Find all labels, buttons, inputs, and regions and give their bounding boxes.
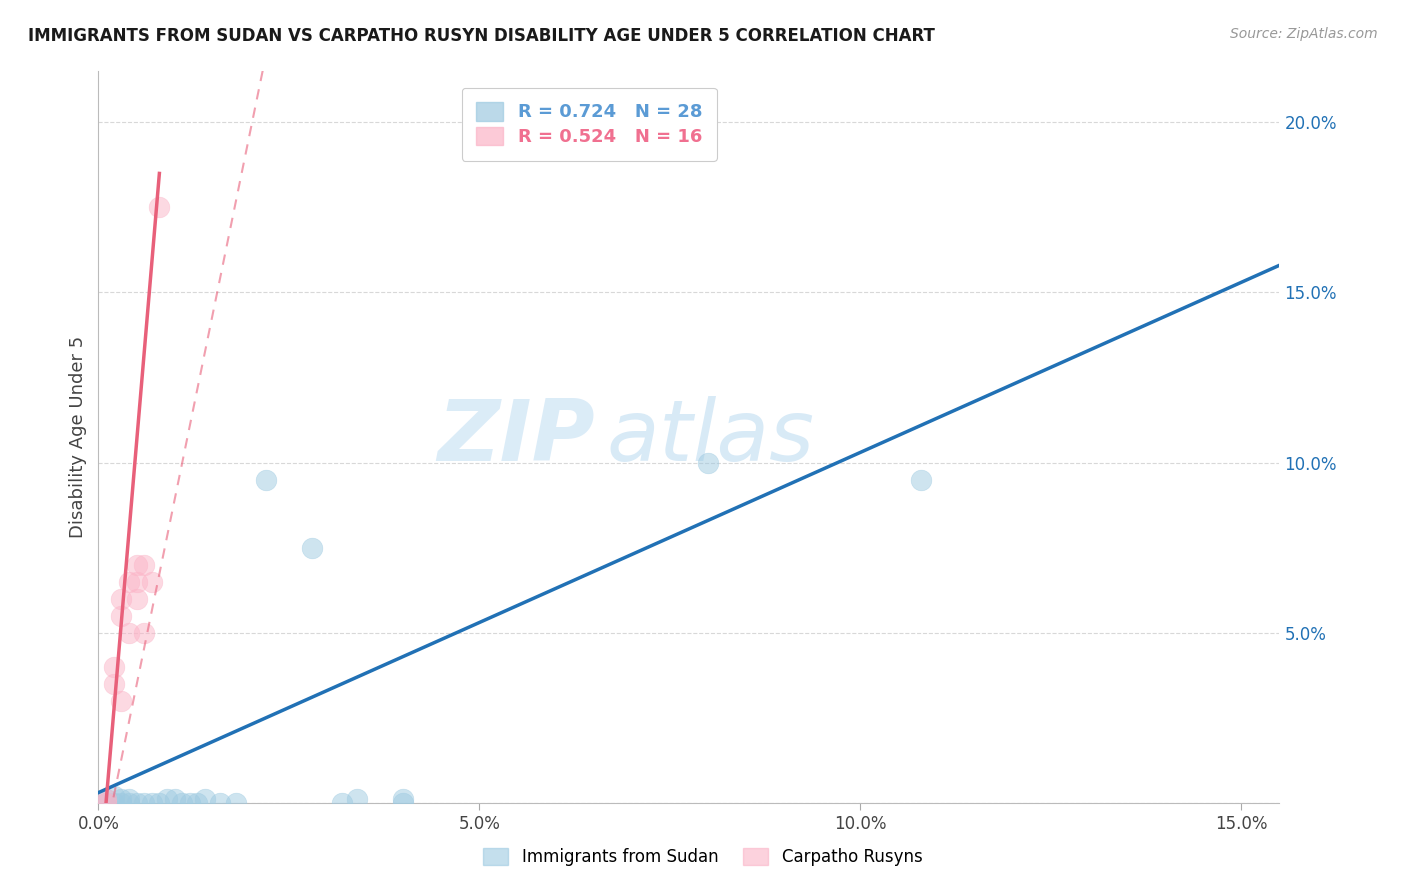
Text: IMMIGRANTS FROM SUDAN VS CARPATHO RUSYN DISABILITY AGE UNDER 5 CORRELATION CHART: IMMIGRANTS FROM SUDAN VS CARPATHO RUSYN … [28, 27, 935, 45]
Point [194, 792, 217, 806]
Point [910, 473, 932, 487]
Point [125, 558, 148, 572]
Text: atlas: atlas [606, 395, 814, 479]
Text: Source: ZipAtlas.com: Source: ZipAtlas.com [1230, 27, 1378, 41]
Point [110, 796, 132, 810]
Point [134, 558, 156, 572]
Y-axis label: Disability Age Under 5: Disability Age Under 5 [69, 336, 87, 538]
Point [301, 541, 323, 555]
Point [346, 792, 368, 806]
Point [118, 796, 141, 810]
Point [186, 796, 208, 810]
Point [94, 792, 117, 806]
Point [103, 659, 125, 673]
Point [330, 796, 353, 810]
Point [134, 796, 156, 810]
Text: ZIP: ZIP [437, 395, 595, 479]
Point [163, 792, 186, 806]
Point [118, 792, 141, 806]
Point [110, 608, 132, 623]
Point [141, 796, 163, 810]
Point [118, 574, 141, 589]
Point [103, 789, 125, 803]
Point [254, 473, 277, 487]
Point [148, 201, 170, 215]
Point [103, 677, 125, 691]
Point [125, 591, 148, 606]
Point [110, 792, 132, 806]
Legend: Immigrants from Sudan, Carpatho Rusyns: Immigrants from Sudan, Carpatho Rusyns [475, 840, 931, 875]
Point [125, 574, 148, 589]
Point [172, 796, 194, 810]
Point [94, 796, 117, 810]
Point [225, 796, 247, 810]
Point [141, 574, 163, 589]
Point [392, 792, 415, 806]
Point [179, 796, 201, 810]
Point [392, 796, 415, 810]
Point [103, 796, 125, 810]
Point [118, 625, 141, 640]
Point [148, 796, 170, 810]
Point [110, 694, 132, 708]
Point [697, 456, 720, 470]
Point [110, 591, 132, 606]
Point [209, 796, 232, 810]
Point [94, 796, 117, 810]
Legend: R = 0.724   N = 28, R = 0.524   N = 16: R = 0.724 N = 28, R = 0.524 N = 16 [461, 87, 717, 161]
Point [94, 792, 117, 806]
Point [134, 625, 156, 640]
Point [156, 792, 179, 806]
Point [125, 796, 148, 810]
